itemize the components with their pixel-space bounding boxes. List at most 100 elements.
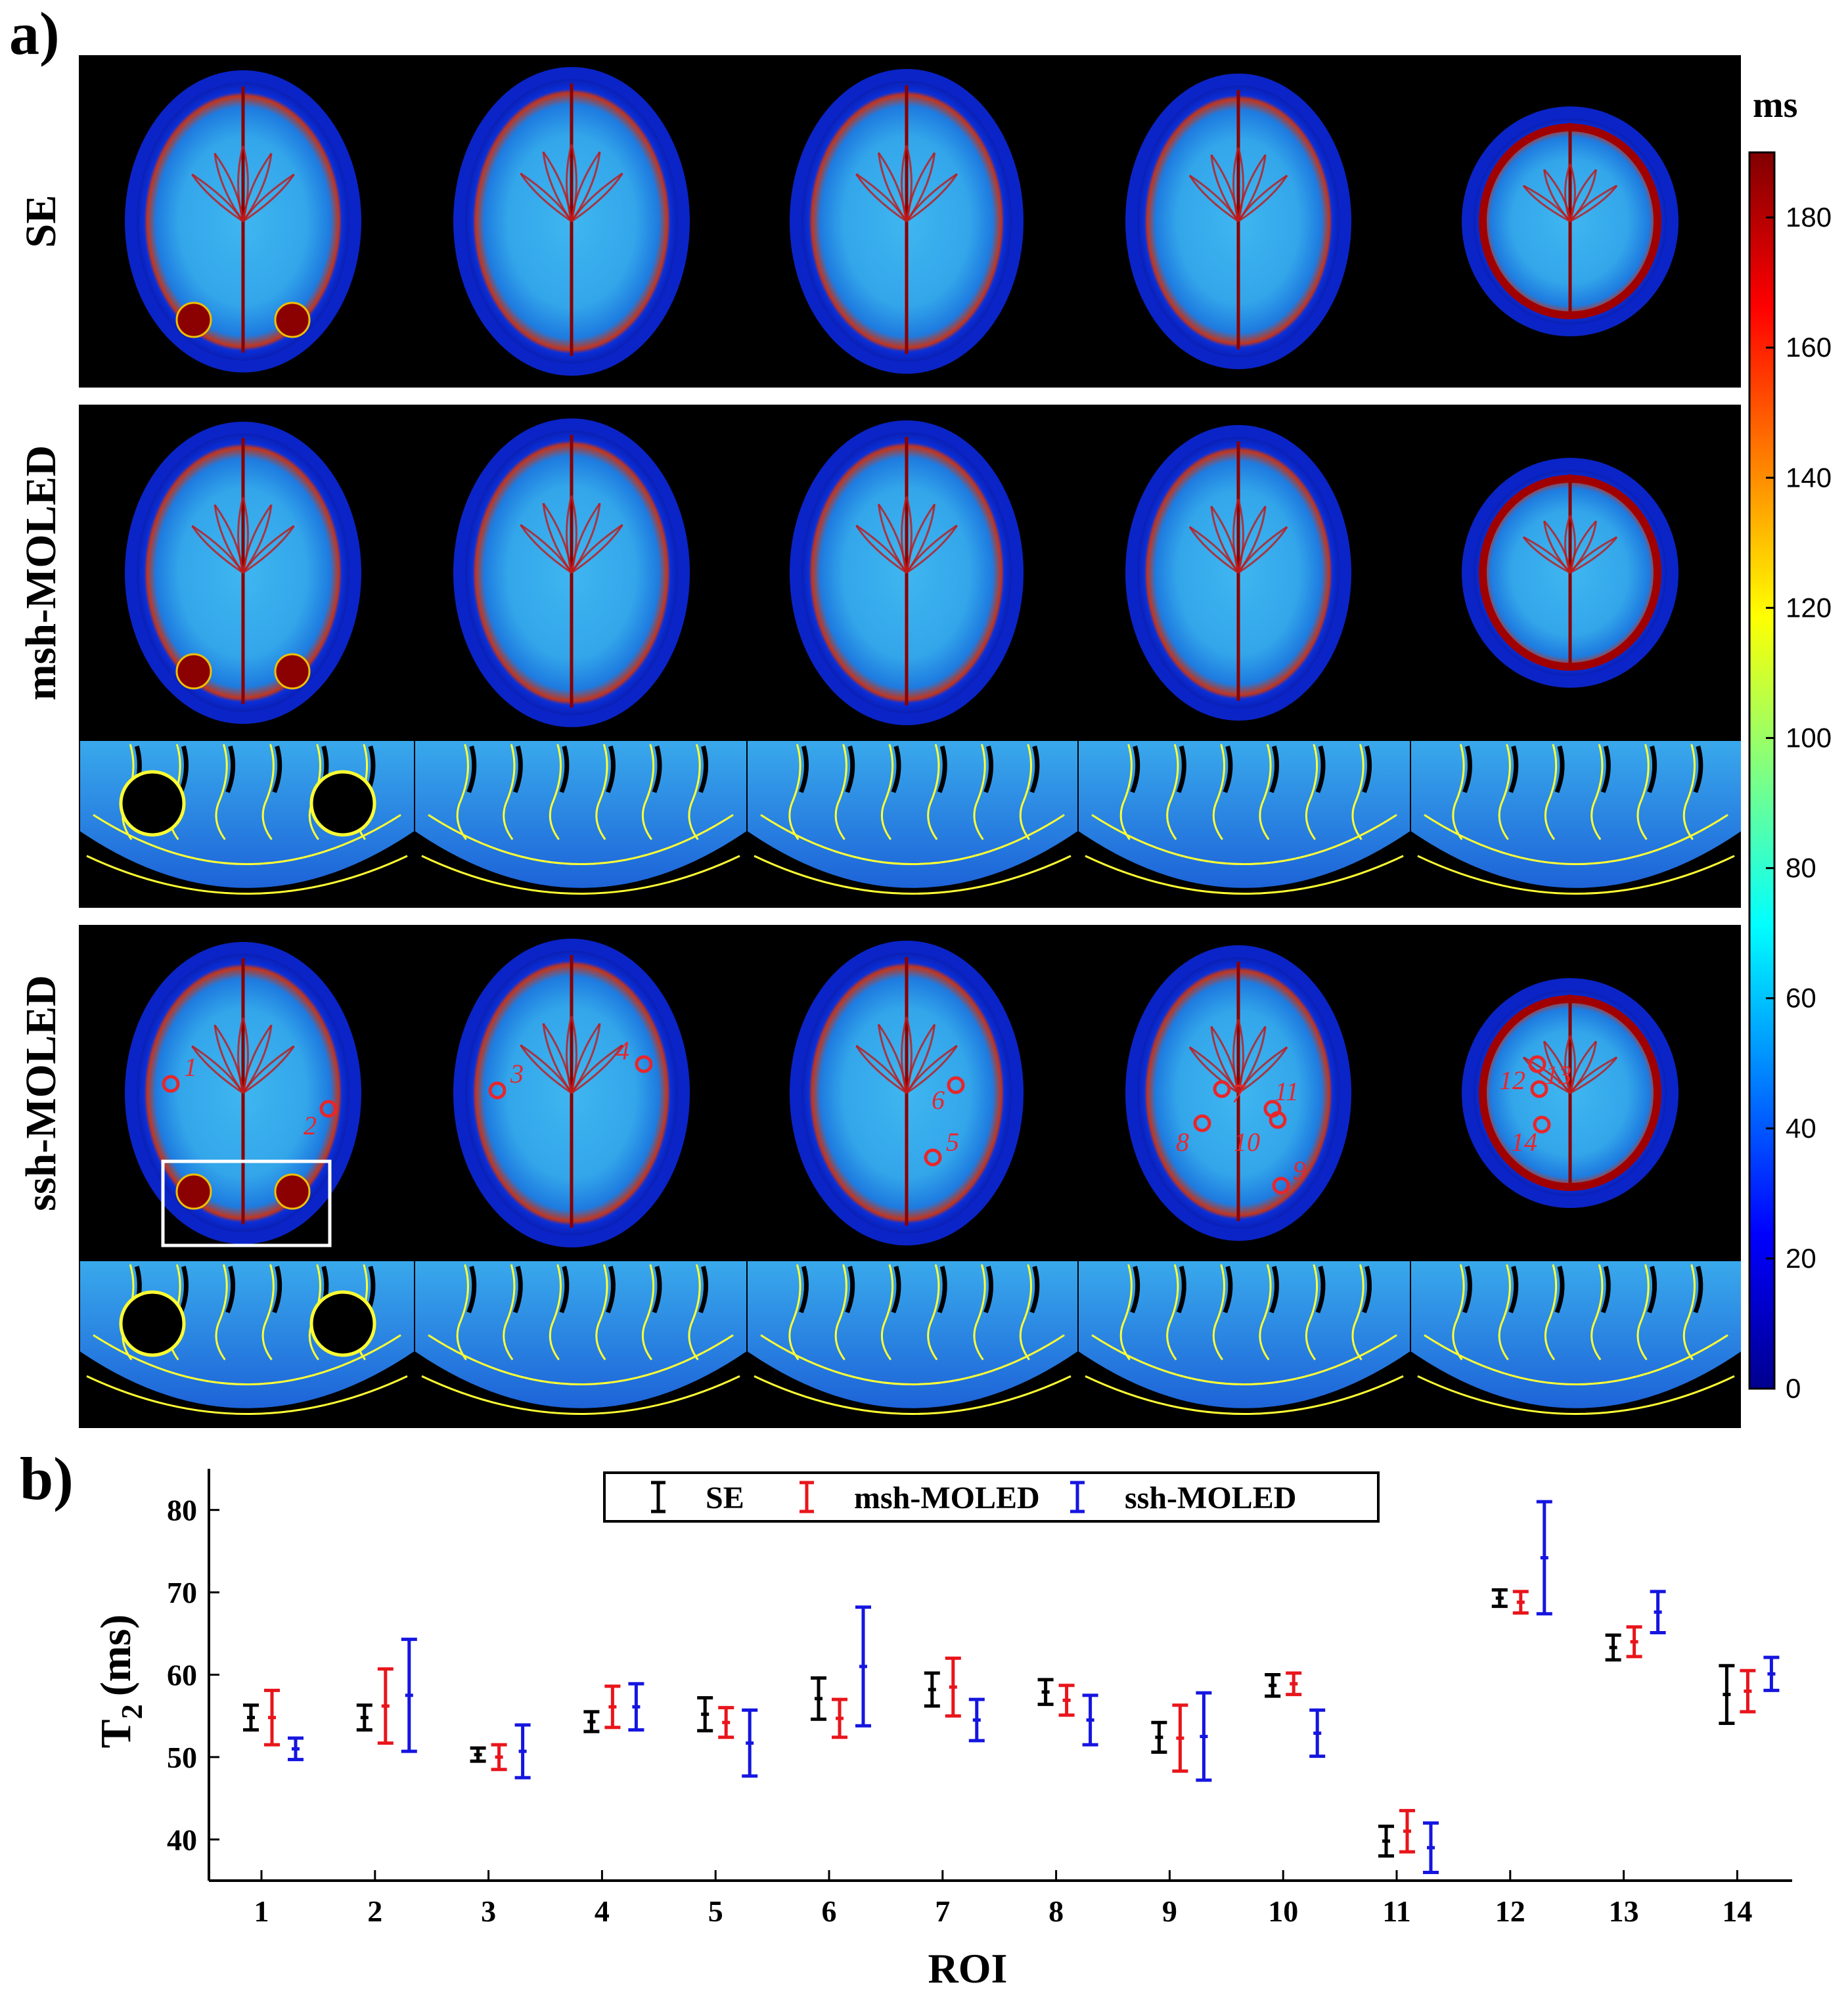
inset-segment bbox=[80, 1261, 414, 1415]
brain-slice bbox=[790, 69, 1024, 374]
series-1 bbox=[264, 1590, 1756, 1854]
error-bar bbox=[1605, 1633, 1621, 1662]
error-bar bbox=[1626, 1625, 1642, 1659]
x-tick-label: 3 bbox=[481, 1894, 496, 1928]
inset-segment bbox=[415, 1261, 746, 1415]
colorbar-tick-label: 120 bbox=[1786, 592, 1832, 623]
brain-slice bbox=[125, 70, 361, 372]
roi-marker bbox=[1263, 1100, 1282, 1118]
error-bar bbox=[968, 1697, 985, 1743]
roi-marker bbox=[1193, 1114, 1211, 1132]
series-0 bbox=[243, 1588, 1735, 1858]
brain-slice bbox=[1462, 978, 1679, 1208]
error-bar bbox=[1423, 1821, 1439, 1874]
inset-segment bbox=[80, 741, 414, 895]
roi-marker bbox=[1530, 1080, 1548, 1098]
error-bar bbox=[1536, 1500, 1552, 1616]
y-axis-label: T2(ms) bbox=[92, 1615, 148, 1749]
error-bar bbox=[470, 1746, 486, 1763]
error-bar bbox=[1719, 1664, 1735, 1725]
roi-number-label: 11 bbox=[1274, 1077, 1299, 1106]
error-bar bbox=[401, 1638, 417, 1753]
brain-slice bbox=[125, 942, 361, 1244]
brain-slices bbox=[125, 67, 1679, 1247]
legend-item: ssh-MOLED bbox=[1070, 1481, 1296, 1515]
error-bar bbox=[583, 1710, 600, 1734]
colorbar: ms 0 20 40 60 80 100 120 140 160 180 bbox=[1748, 85, 1832, 1404]
series-2 bbox=[288, 1500, 1780, 1874]
brain-slice bbox=[790, 420, 1024, 725]
row-label-ssh-moled: ssh-MOLED bbox=[17, 975, 65, 1211]
error-bar bbox=[288, 1736, 304, 1762]
x-tick-label: 8 bbox=[1048, 1894, 1064, 1928]
error-bar bbox=[356, 1703, 372, 1732]
roi-marker bbox=[488, 1081, 507, 1100]
colorbar-tick-label: 0 bbox=[1786, 1373, 1801, 1404]
error-bar bbox=[1650, 1590, 1666, 1635]
y-tick-label: 60 bbox=[167, 1659, 197, 1692]
x-tick-label: 10 bbox=[1268, 1894, 1298, 1928]
inset-segment bbox=[415, 741, 746, 895]
roi-marker bbox=[1528, 1055, 1546, 1073]
roi-marker bbox=[924, 1148, 942, 1167]
panel-a-label: a) bbox=[9, 0, 60, 67]
colorbar-tick-label: 40 bbox=[1786, 1113, 1816, 1144]
roi-marker bbox=[319, 1100, 338, 1118]
roi-number-label: 14 bbox=[1511, 1127, 1537, 1157]
brain-slice bbox=[453, 418, 690, 727]
roi-number-label: 5 bbox=[946, 1127, 959, 1157]
error-bar bbox=[1399, 1808, 1415, 1854]
inset-segment bbox=[1079, 741, 1410, 895]
x-tick-label: 5 bbox=[708, 1894, 723, 1928]
brain-slice bbox=[453, 939, 690, 1247]
brain-slice bbox=[790, 941, 1024, 1245]
roi-number-label: 4 bbox=[616, 1036, 629, 1065]
x-axis-label: ROI bbox=[928, 1945, 1008, 1991]
roi-number-label: 13 bbox=[1545, 1060, 1571, 1090]
brain-slice bbox=[1462, 458, 1679, 688]
inset-segment bbox=[748, 1261, 1077, 1415]
error-bar bbox=[855, 1605, 871, 1728]
error-bar bbox=[604, 1684, 621, 1730]
error-bar bbox=[945, 1656, 961, 1718]
colorbar-tick-label: 60 bbox=[1786, 983, 1816, 1014]
colorbar-tick-label: 80 bbox=[1786, 853, 1816, 884]
roi-number-label: 2 bbox=[304, 1111, 317, 1140]
x-tick-label: 14 bbox=[1722, 1894, 1752, 1928]
error-bar bbox=[811, 1676, 826, 1721]
y-tick-label: 70 bbox=[167, 1576, 197, 1609]
roi-number-label: 12 bbox=[1499, 1065, 1525, 1095]
error-bar bbox=[264, 1688, 280, 1747]
roi-marker bbox=[947, 1076, 965, 1094]
error-bar bbox=[1151, 1720, 1167, 1754]
brain-slice bbox=[1125, 945, 1351, 1241]
colorbar-unit: ms bbox=[1753, 85, 1797, 125]
x-tick-label: 6 bbox=[822, 1894, 837, 1928]
inset-segment bbox=[1079, 1261, 1410, 1415]
panel-b-label: b) bbox=[20, 1445, 74, 1512]
x-tick-label: 11 bbox=[1382, 1894, 1410, 1928]
error-bar bbox=[377, 1667, 394, 1745]
error-bar bbox=[1491, 1588, 1508, 1608]
colorbar-tick-label: 180 bbox=[1786, 202, 1832, 233]
error-bar bbox=[1378, 1824, 1394, 1858]
brain-slice bbox=[1462, 106, 1679, 336]
legend-item: SE bbox=[651, 1481, 744, 1515]
roi-number-label: 10 bbox=[1234, 1127, 1260, 1157]
brain-slice bbox=[125, 422, 361, 724]
legend-item: msh-MOLED bbox=[800, 1481, 1040, 1515]
x-tick-label: 7 bbox=[935, 1894, 950, 1928]
error-bar bbox=[697, 1696, 713, 1733]
colorbar-tick-label: 140 bbox=[1786, 462, 1832, 493]
brain-slice bbox=[453, 67, 690, 376]
error-bar bbox=[1286, 1671, 1302, 1697]
row-label-msh-moled: msh-MOLED bbox=[17, 445, 65, 701]
error-bar bbox=[1058, 1684, 1075, 1717]
error-bar bbox=[628, 1682, 644, 1732]
legend-label: SE bbox=[706, 1481, 744, 1515]
y-tick-label: 40 bbox=[167, 1823, 197, 1856]
y-tick-label: 50 bbox=[167, 1741, 197, 1774]
x-tick-label: 9 bbox=[1162, 1894, 1177, 1928]
